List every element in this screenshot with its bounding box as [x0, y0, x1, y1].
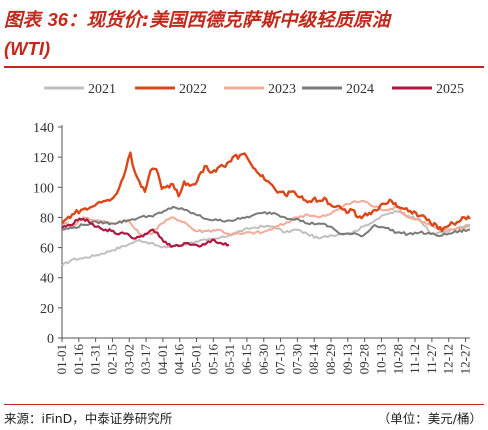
- x-tick-label: 01-16: [71, 344, 86, 375]
- x-tick-label: 06-15: [239, 344, 254, 374]
- title-line2: (WTI): [4, 38, 51, 59]
- series-line-2023: [61, 199, 471, 237]
- wti-price-chart: 2021 2022 2023 2024 2025 0 20 40 60 80 100 120 140 0…: [33, 82, 473, 374]
- x-tick-label: 09-28: [357, 344, 372, 374]
- x-tick-label: 05-16: [205, 344, 220, 375]
- legend-label-2021: 2021: [88, 82, 116, 97]
- x-tick-label: 03-02: [121, 344, 136, 374]
- title-text: ：现货价:美国西德克萨斯中级轻质原油: [68, 10, 390, 31]
- x-tick-label: 03-17: [138, 344, 153, 375]
- x-tick-label: 01-01: [54, 344, 69, 374]
- x-tick-label: 11-27: [424, 344, 439, 374]
- x-tick-label: 05-31: [222, 344, 237, 374]
- title-divider: [4, 66, 484, 68]
- legend-label-2023: 2023: [268, 82, 296, 97]
- x-tick-label: 04-16: [172, 344, 187, 375]
- x-tick-label: 12-27: [458, 344, 473, 375]
- x-tick-label: 07-30: [289, 344, 304, 374]
- y-tick-label: 140: [33, 121, 54, 136]
- x-tick-label: 11-12: [407, 344, 422, 374]
- x-tick-label: 01-31: [88, 344, 103, 374]
- x-tick-label: 08-29: [323, 344, 338, 374]
- legend-label-2025: 2025: [436, 82, 464, 97]
- x-tick-label: 12-12: [441, 344, 456, 374]
- series-line-2024: [61, 205, 471, 238]
- y-tick-label: 0: [47, 332, 54, 347]
- series-line-2025: [61, 217, 230, 248]
- title-number: 36: [47, 9, 69, 30]
- y-tick-label: 60: [40, 242, 54, 257]
- x-tick-label: 10-13: [373, 344, 388, 374]
- chart-series: [61, 151, 471, 267]
- y-tick-label: 20: [40, 302, 54, 317]
- title-prefix: 图表: [4, 10, 42, 31]
- figure-title: 图表 36：现货价:美国西德克萨斯中级轻质原油 (WTI): [4, 6, 484, 64]
- series-line-2022: [61, 151, 471, 233]
- x-tick-label: 02-15: [104, 344, 119, 374]
- y-tick-label: 40: [40, 272, 54, 287]
- x-tick-label: 10-28: [390, 344, 405, 374]
- chart-legend: 2021 2022 2023 2024 2025: [44, 82, 464, 97]
- y-tick-label: 80: [40, 211, 54, 226]
- y-tick-label: 120: [33, 151, 54, 166]
- x-tick-label: 07-15: [273, 344, 288, 374]
- legend-label-2024: 2024: [346, 82, 374, 97]
- x-tick-label: 04-01: [155, 344, 170, 374]
- x-tick-label: 06-30: [256, 344, 271, 374]
- unit-note: （单位：美元/桶）: [377, 411, 482, 426]
- x-tick-label: 08-14: [306, 344, 321, 375]
- source-note: 来源：iFinD，中泰证券研究所: [4, 411, 173, 426]
- footer-divider: [4, 404, 484, 405]
- legend-label-2022: 2022: [179, 82, 207, 97]
- x-tick-label: 09-13: [340, 344, 355, 374]
- x-tick-label: 05-01: [189, 344, 204, 374]
- series-line-2021: [61, 210, 471, 267]
- y-tick-label: 100: [33, 181, 54, 196]
